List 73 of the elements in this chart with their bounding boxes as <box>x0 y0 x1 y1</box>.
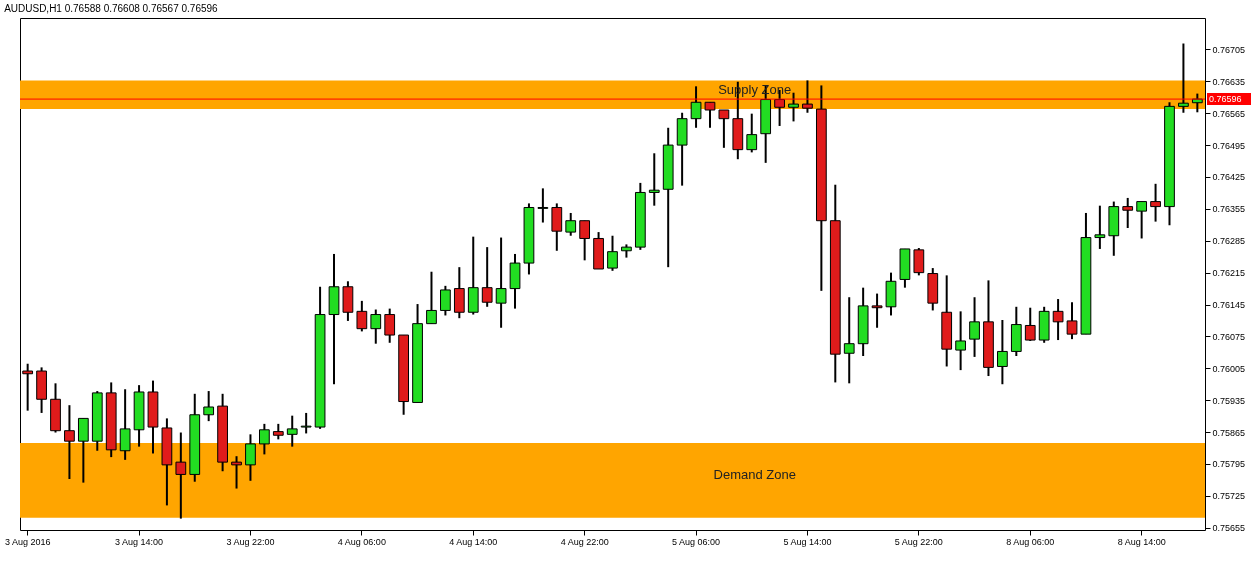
candlestick <box>746 112 758 154</box>
candlestick <box>440 284 451 317</box>
candlestick <box>997 319 1008 386</box>
x-tick-label: 5 Aug 22:00 <box>894 536 943 547</box>
candlestick <box>843 296 855 385</box>
candlestick <box>565 211 577 237</box>
candlestick <box>537 187 549 224</box>
candlestick <box>551 202 563 252</box>
candlestick <box>203 390 215 423</box>
y-tick-label: 0.76075 <box>1212 331 1246 342</box>
candlestick <box>175 431 187 520</box>
y-tick-label: 0.76705 <box>1212 44 1246 55</box>
candlestick <box>1024 306 1036 342</box>
y-tick-label: 0.76425 <box>1212 172 1246 183</box>
y-tick-label: 0.76635 <box>1212 76 1246 87</box>
candlestick <box>426 270 437 325</box>
candlestick <box>1178 42 1189 114</box>
y-tick-label: 0.75935 <box>1212 395 1246 406</box>
y-tick-label: 0.75795 <box>1212 459 1246 470</box>
candlestick <box>64 404 75 480</box>
x-tick-label: 3 Aug 2016 <box>4 536 51 547</box>
candlestick <box>495 236 507 329</box>
candlestick <box>1052 298 1064 342</box>
x-tick-label: 3 Aug 14:00 <box>115 536 164 547</box>
y-tick-label: 0.76215 <box>1212 268 1246 279</box>
candlestick <box>969 296 980 358</box>
y-tick-label: 0.76005 <box>1212 363 1246 374</box>
candlestick <box>607 234 618 272</box>
x-tick-label: 5 Aug 14:00 <box>783 536 832 547</box>
candlestick <box>648 152 660 207</box>
y-tick-label: 0.75725 <box>1212 491 1246 502</box>
candlestick <box>300 411 312 435</box>
y-tick-label: 0.76495 <box>1212 140 1246 151</box>
candlestick <box>579 219 591 262</box>
y-tick-label: 0.76565 <box>1212 108 1246 119</box>
candlestick <box>286 414 298 448</box>
ref-line-label: 0.76596 <box>1209 94 1242 105</box>
x-tick-label: 4 Aug 14:00 <box>449 536 498 547</box>
x-tick-label: 3 Aug 22:00 <box>226 536 275 547</box>
candlestick <box>1136 200 1148 240</box>
x-tick-label: 4 Aug 06:00 <box>337 536 386 547</box>
band-label: Demand Zone <box>713 467 796 483</box>
candlestick <box>356 299 368 333</box>
candlestick <box>453 266 465 320</box>
candlestick <box>259 422 270 456</box>
candlestick <box>370 308 382 345</box>
candlestick <box>119 388 131 461</box>
candlestick <box>231 455 242 490</box>
y-tick-label: 0.75655 <box>1212 523 1246 534</box>
candlestick <box>690 85 702 129</box>
x-tick-label: 8 Aug 14:00 <box>1117 536 1166 547</box>
chart-title: AUDUSD,H1 0.76588 0.76608 0.76567 0.76596 <box>4 3 219 14</box>
candlestick <box>704 101 716 129</box>
y-tick-label: 0.75865 <box>1212 427 1246 438</box>
candlestick <box>871 292 883 329</box>
candlestick <box>913 247 925 277</box>
candlestick <box>245 433 256 482</box>
candlestick <box>77 417 89 484</box>
x-tick-label: 4 Aug 22:00 <box>560 536 609 547</box>
candlestick <box>1066 301 1078 341</box>
candlestick <box>1150 182 1161 223</box>
candlestick <box>802 79 813 114</box>
y-tick-label: 0.76145 <box>1212 300 1246 311</box>
x-tick-label: 8 Aug 06:00 <box>1006 536 1055 547</box>
candlestick <box>718 109 730 149</box>
candlestick <box>955 310 966 372</box>
y-tick-label: 0.76355 <box>1212 204 1246 215</box>
candlestick <box>481 246 493 308</box>
x-tick-label: 5 Aug 06:00 <box>672 536 721 547</box>
candlestick <box>384 307 396 344</box>
candlestick <box>1094 204 1106 250</box>
y-tick-label: 0.76285 <box>1212 236 1246 247</box>
candlestick <box>1122 196 1134 229</box>
